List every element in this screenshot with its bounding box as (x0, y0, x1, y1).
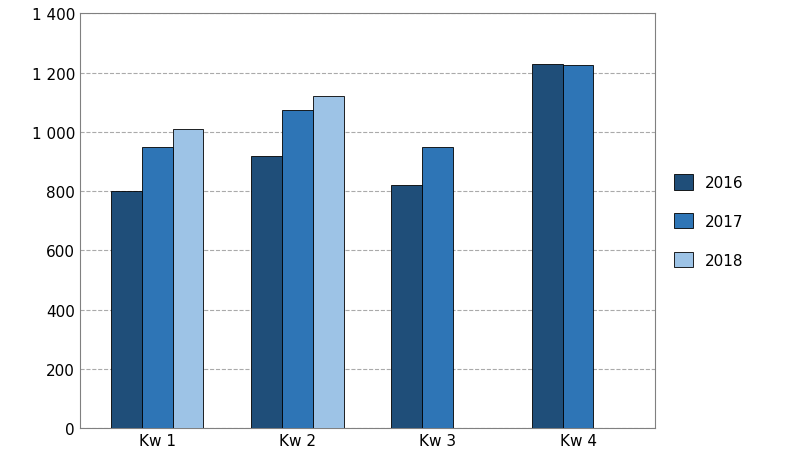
Bar (392, 186, 422, 428)
Bar (173, 129, 204, 428)
Bar (313, 97, 344, 428)
Bar (531, 65, 562, 428)
Bar (251, 156, 282, 428)
Legend: 2016, 2017, 2018: 2016, 2017, 2018 (674, 175, 744, 268)
Bar (422, 148, 453, 428)
Bar (141, 148, 173, 428)
Bar (562, 66, 594, 428)
Bar (282, 110, 313, 428)
Bar (111, 192, 141, 428)
